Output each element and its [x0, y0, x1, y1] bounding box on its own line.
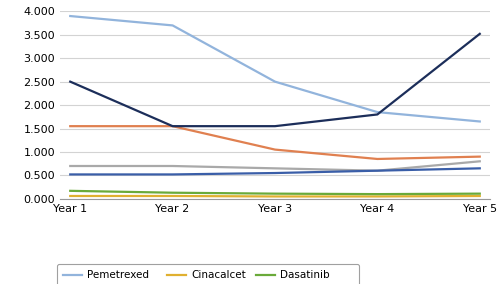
Cinacalcet [170, 194, 175, 198]
Pemetrexed [477, 120, 483, 123]
Pemetrexed [272, 80, 278, 83]
Erlotinib [67, 173, 73, 176]
Panitumumab [374, 113, 380, 116]
Pemetrexed [170, 24, 175, 27]
Pemetrexed [374, 110, 380, 114]
Dasatinib [374, 193, 380, 196]
Legend: Pemetrexed, Cetuximab, Bevacizumab, Cinacalcet, Erlotinib, Dasatinib, Panitumuma: Pemetrexed, Cetuximab, Bevacizumab, Cina… [56, 264, 359, 284]
Cetuximab [374, 157, 380, 161]
Dasatinib [67, 189, 73, 193]
Panitumumab [272, 124, 278, 128]
Cinacalcet [67, 194, 73, 198]
Erlotinib [477, 167, 483, 170]
Erlotinib [272, 171, 278, 175]
Dasatinib [272, 192, 278, 195]
Cinacalcet [272, 195, 278, 198]
Pemetrexed [67, 14, 73, 18]
Bevacizumab [477, 160, 483, 163]
Cinacalcet [477, 194, 483, 198]
Line: Dasatinib: Dasatinib [70, 191, 480, 194]
Cetuximab [67, 124, 73, 128]
Bevacizumab [170, 164, 175, 168]
Panitumumab [170, 124, 175, 128]
Cetuximab [170, 124, 175, 128]
Dasatinib [170, 191, 175, 195]
Line: Cetuximab: Cetuximab [70, 126, 480, 159]
Line: Cinacalcet: Cinacalcet [70, 196, 480, 197]
Bevacizumab [67, 164, 73, 168]
Dasatinib [477, 192, 483, 195]
Line: Bevacizumab: Bevacizumab [70, 161, 480, 171]
Cetuximab [272, 148, 278, 151]
Cetuximab [477, 155, 483, 158]
Bevacizumab [374, 169, 380, 172]
Line: Erlotinib: Erlotinib [70, 168, 480, 174]
Cinacalcet [374, 195, 380, 198]
Bevacizumab [272, 167, 278, 170]
Panitumumab [477, 32, 483, 36]
Line: Panitumumab: Panitumumab [70, 34, 480, 126]
Panitumumab [67, 80, 73, 83]
Erlotinib [374, 169, 380, 172]
Erlotinib [170, 173, 175, 176]
Line: Pemetrexed: Pemetrexed [70, 16, 480, 122]
